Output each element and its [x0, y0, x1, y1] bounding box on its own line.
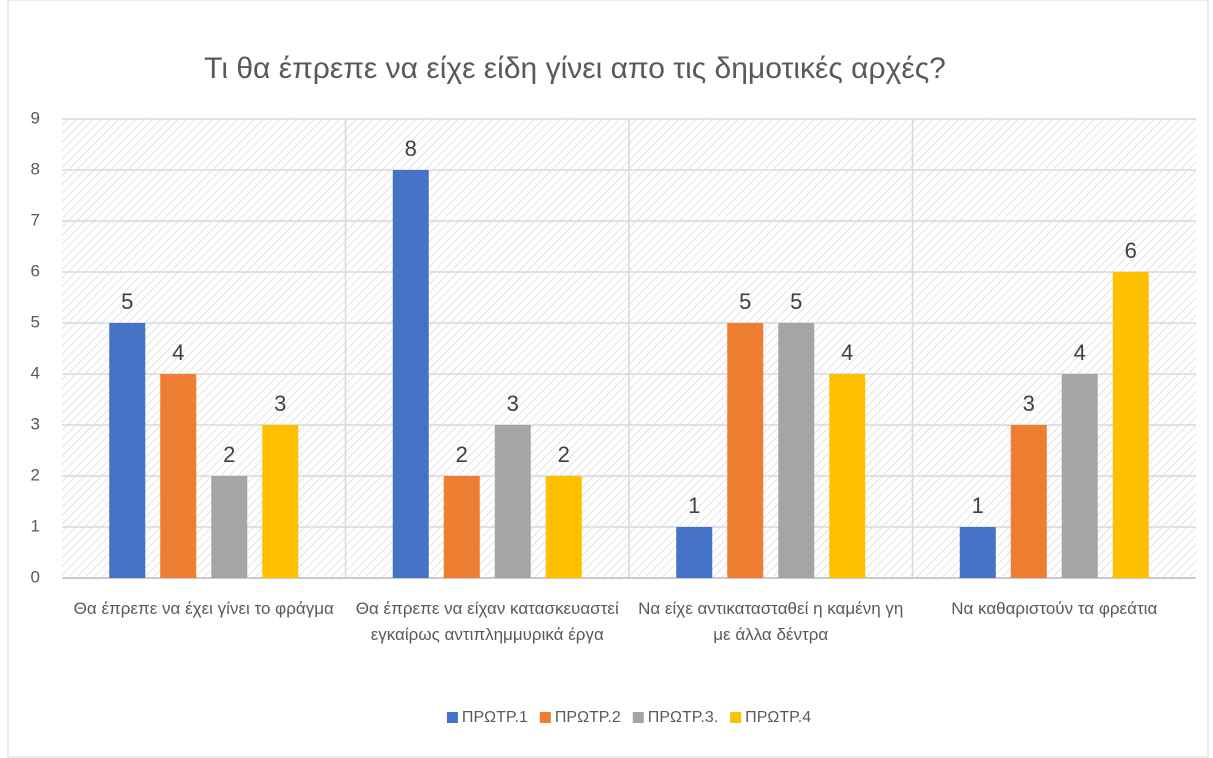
data-label: 6 [1125, 238, 1137, 263]
legend-swatch [632, 712, 644, 723]
y-tick-label: 1 [31, 516, 40, 535]
bar [109, 323, 146, 578]
bar [778, 323, 815, 578]
x-tick-label: Να είχε αντικατασταθεί η καμένη γη με άλ… [638, 599, 904, 644]
y-tick-label: 4 [31, 363, 40, 382]
bar [211, 476, 248, 578]
data-label: 5 [121, 289, 133, 314]
x-tick-label: Θα έπρεπε να είχαν κατασκευαστεί εγκαίρω… [355, 599, 619, 644]
bar [1010, 425, 1047, 578]
chart-border [7, 0, 1209, 758]
legend-swatch [446, 712, 458, 723]
data-label: 4 [1074, 340, 1086, 365]
bar [392, 170, 429, 578]
y-tick-label: 8 [31, 159, 40, 178]
bar [1061, 374, 1098, 578]
chart-title: Τι θα έπρεπε να είχε είδη γίνει απο τις … [204, 52, 946, 85]
data-label: 3 [274, 391, 286, 416]
data-label: 1 [688, 493, 700, 518]
data-label: 1 [972, 493, 984, 518]
bar [160, 374, 197, 578]
bar [829, 374, 866, 578]
bar [959, 527, 996, 578]
data-label: 5 [739, 289, 751, 314]
legend-swatch [539, 712, 551, 723]
x-tick-label: Να καθαριστούν τα φρεάτια [951, 599, 1158, 618]
data-label: 2 [223, 442, 235, 467]
bar [262, 425, 299, 578]
bar [443, 476, 480, 578]
data-label: 8 [405, 136, 417, 161]
y-tick-label: 9 [31, 108, 40, 127]
y-tick-label: 0 [31, 567, 40, 586]
bar [545, 476, 582, 578]
bar [727, 323, 764, 578]
bar [494, 425, 531, 578]
data-label: 2 [456, 442, 468, 467]
bar [1112, 272, 1149, 578]
legend-swatch [730, 712, 742, 723]
bar [676, 527, 713, 578]
data-label: 2 [558, 442, 570, 467]
legend-label: ΠΡΩΤΡ.2 [555, 709, 621, 726]
data-label: 5 [790, 289, 802, 314]
y-tick-label: 2 [31, 465, 40, 484]
y-tick-label: 5 [31, 312, 40, 331]
y-tick-label: 6 [31, 261, 40, 280]
data-label: 3 [507, 391, 519, 416]
data-label: 3 [1023, 391, 1035, 416]
legend-label: ΠΡΩΤΡ.4 [745, 709, 811, 726]
y-tick-label: 3 [31, 414, 40, 433]
y-tick-label: 7 [31, 210, 40, 229]
legend-label: ΠΡΩΤΡ.3. [648, 709, 718, 726]
data-label: 4 [172, 340, 184, 365]
legend-label: ΠΡΩΤΡ.1 [462, 709, 528, 726]
x-tick-label: Θα έπρεπε να έχει γίνει το φράγμα [73, 599, 334, 618]
data-label: 4 [841, 340, 853, 365]
